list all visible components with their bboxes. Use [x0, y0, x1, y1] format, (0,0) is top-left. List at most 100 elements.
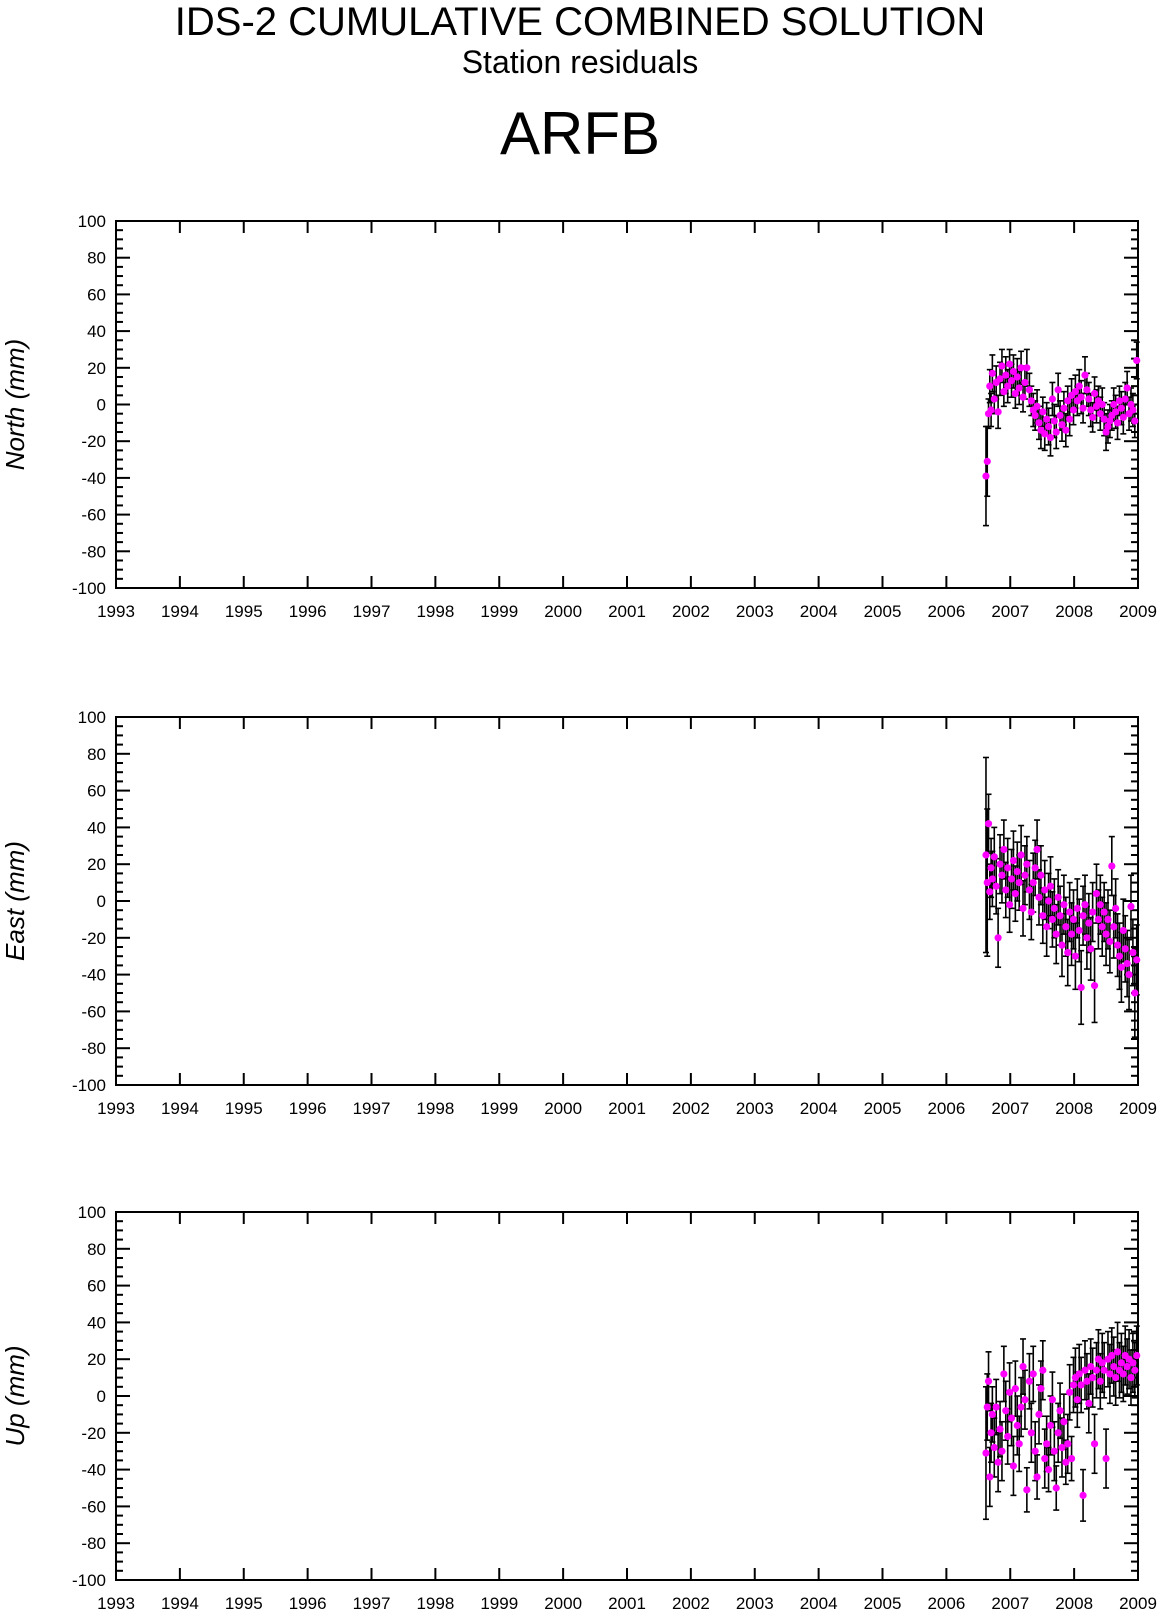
data-point [1098, 923, 1106, 931]
x-tick-label: 2006 [927, 1594, 965, 1613]
data-point [1019, 393, 1027, 401]
data-point [1027, 397, 1035, 405]
data-point [1090, 1440, 1099, 1448]
data-point [1052, 930, 1060, 938]
data-point [1100, 1366, 1108, 1374]
data-point [1098, 1359, 1106, 1367]
data-point [1117, 1359, 1125, 1367]
data-point [1067, 930, 1076, 938]
data-point [984, 820, 993, 828]
data-point [1127, 902, 1135, 911]
data-point [1021, 378, 1029, 387]
data-point [1043, 923, 1051, 931]
data-point [1073, 1396, 1081, 1404]
data-point [1081, 901, 1089, 909]
data-point [1064, 948, 1072, 957]
x-tick-label: 2003 [736, 1594, 774, 1613]
data-point [988, 1410, 996, 1418]
y-tick-label: -100 [72, 1571, 106, 1590]
data-point [1041, 886, 1049, 894]
data-point [1069, 1381, 1078, 1389]
data-point [987, 864, 995, 872]
data-point [986, 1473, 994, 1481]
data-point [1013, 867, 1021, 876]
data-point [1096, 901, 1104, 909]
data-point [1017, 851, 1025, 859]
x-tick-label: 1997 [353, 602, 391, 621]
plot-frame [115, 716, 1139, 1086]
data-point [1056, 411, 1064, 420]
y-tick-label: 40 [87, 818, 106, 837]
x-tick-label: 2008 [1055, 602, 1093, 621]
data-point [1119, 1370, 1127, 1378]
data-point [982, 472, 990, 480]
data-point [1015, 1440, 1023, 1448]
y-tick-label: -80 [81, 1039, 106, 1058]
x-tick-label: 2001 [608, 1099, 646, 1118]
data-point [1035, 1410, 1043, 1418]
data-point [1104, 422, 1112, 431]
data-point [1102, 428, 1110, 436]
data-point [1062, 1458, 1070, 1466]
data-point [1066, 1388, 1074, 1396]
data-point [1119, 926, 1127, 935]
chart-panel-north: 100 80 60 40 20 0 -20 -40 -60 -80 -100 1993 1994 1995… [0, 212, 1157, 621]
x-tick-label: 1997 [353, 1099, 391, 1118]
data-point [1025, 1377, 1034, 1385]
x-tick-label: 1999 [480, 1099, 518, 1118]
x-tick-label: 1995 [225, 1594, 263, 1613]
data-point [990, 395, 998, 403]
data-point [1015, 384, 1023, 392]
data-point [986, 888, 994, 896]
x-tick-label: 1993 [97, 602, 135, 621]
data-point [1100, 908, 1108, 916]
data-point [984, 1377, 993, 1385]
data-point [983, 457, 991, 465]
data-point [1075, 926, 1083, 935]
data-point [1023, 860, 1031, 868]
data-point [1115, 952, 1124, 960]
y-tick-label: -60 [81, 506, 106, 525]
data-point [1129, 406, 1137, 414]
data-point [1089, 1374, 1097, 1382]
x-tick-label: 1996 [289, 1099, 327, 1118]
data-point [1102, 930, 1110, 938]
data-point [1100, 415, 1108, 423]
x-tick-label: 2002 [672, 1594, 710, 1613]
data-point [1066, 908, 1074, 916]
data-point [1027, 908, 1035, 916]
data-point [1073, 904, 1081, 912]
data-point [1131, 989, 1139, 997]
data-point [1083, 934, 1091, 942]
data-point [1119, 413, 1127, 421]
data-point [1060, 404, 1068, 412]
x-tick-label: 2004 [800, 1594, 838, 1613]
data-point [1102, 1454, 1110, 1463]
data-point [1041, 430, 1049, 438]
data-point [1131, 1366, 1139, 1374]
data-point [1083, 386, 1091, 394]
data-point [1023, 1486, 1031, 1494]
data-point [1039, 1366, 1047, 1374]
data-point [1067, 1454, 1076, 1463]
data-point [1048, 915, 1057, 924]
data-point [1033, 1473, 1041, 1481]
data-point [1025, 386, 1034, 394]
x-tick-label: 2008 [1055, 1594, 1093, 1613]
x-tick-label: 1995 [225, 1099, 263, 1118]
data-point [1029, 1370, 1037, 1378]
data-point [1064, 1440, 1072, 1448]
data-point [1092, 890, 1101, 898]
x-tick-label: 1998 [416, 1594, 454, 1613]
x-tick-label: 1998 [416, 602, 454, 621]
page-subtitle: Station residuals [461, 44, 699, 80]
y-axis-label: East (mm) [0, 841, 30, 961]
data-point [1106, 937, 1114, 946]
x-tick-label: 1996 [289, 1594, 327, 1613]
data-point [1004, 864, 1012, 872]
data-point [1125, 971, 1133, 979]
plot-frame [115, 220, 1139, 589]
data-point [1013, 1421, 1021, 1430]
data-point [1087, 406, 1095, 414]
data-point [1025, 886, 1034, 894]
